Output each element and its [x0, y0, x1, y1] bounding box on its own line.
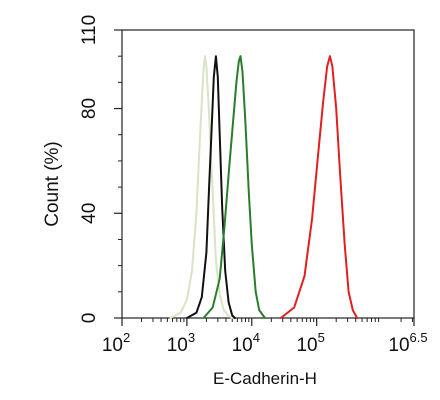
x-axis-title: E-Cadherin-H: [213, 369, 317, 388]
x-tick-label: 105: [296, 330, 324, 356]
y-tick-label: 0: [79, 313, 100, 324]
plot-frame: [121, 29, 415, 319]
x-tick-label: 102: [102, 330, 130, 356]
histogram-series-2: [185, 55, 236, 319]
histogram-series-4: [279, 55, 359, 319]
x-tick-label: 104: [232, 330, 260, 356]
y-tick-label: 80: [79, 98, 100, 119]
x-tick-label: 106.5: [388, 330, 427, 356]
y-tick-label: 110: [79, 15, 100, 45]
x-tick-label: 103: [167, 330, 195, 356]
y-axis-title: Count (%): [42, 141, 63, 227]
histogram-series-3: [202, 55, 266, 319]
y-tick-label: 40: [79, 203, 100, 224]
histogram-series-1: [169, 55, 234, 319]
